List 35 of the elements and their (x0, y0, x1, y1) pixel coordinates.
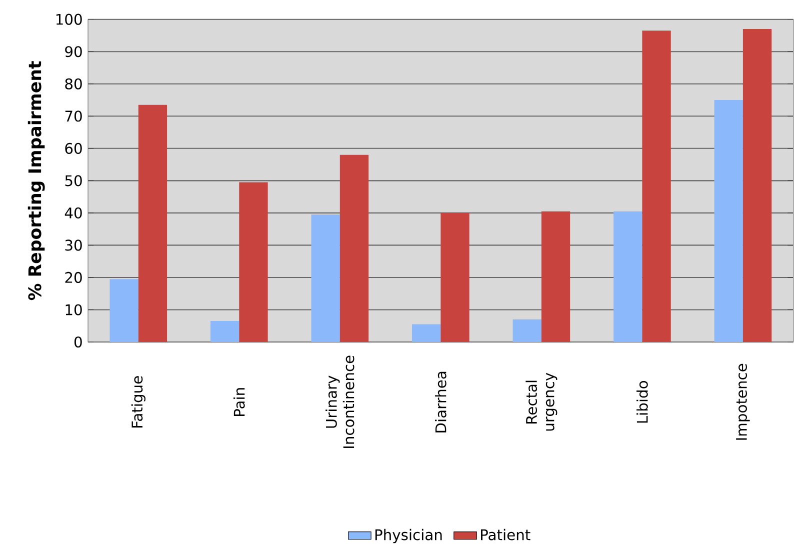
x-tick-label: Pain (233, 388, 245, 416)
bar (239, 182, 268, 342)
bar (412, 324, 441, 342)
y-tick-label: 60 (65, 142, 82, 154)
y-tick-label: 40 (64, 207, 82, 218)
y-axis-title: % Reporting Impairment (28, 61, 45, 300)
y-tick-label: 70 (65, 110, 82, 122)
bar (714, 100, 743, 342)
bar (210, 321, 240, 342)
y-tick-label: 30 (65, 240, 82, 251)
bar (512, 319, 542, 342)
bar (110, 279, 138, 342)
x-tick-label: Impotence (736, 364, 750, 440)
x-tick-label: Urinary Incontinence (326, 356, 354, 448)
y-tick-label: 20 (65, 272, 82, 284)
bar (614, 211, 642, 342)
y-tick-label: 0 (74, 336, 82, 348)
y-tick-label: 50 (65, 175, 82, 186)
x-tick-label: Fatigue (131, 376, 146, 428)
x-tick-label: Libido (636, 380, 648, 423)
y-tick-label: 10 (66, 304, 82, 316)
bar (138, 104, 168, 342)
legend-label: Physician (375, 528, 442, 544)
legend-label: Patient (481, 528, 530, 540)
x-tick-label: Diarrhea (434, 372, 446, 432)
bar (340, 154, 369, 342)
y-tick-label: 100 (56, 14, 82, 25)
y-tick-label: 80 (65, 78, 82, 90)
y-tick-label: 90 (65, 46, 82, 58)
bar (541, 211, 570, 342)
bar (440, 212, 470, 342)
x-tick-label: Rectal urgency (526, 372, 558, 431)
bar (311, 214, 340, 342)
bar (742, 29, 772, 342)
bar (642, 30, 671, 342)
